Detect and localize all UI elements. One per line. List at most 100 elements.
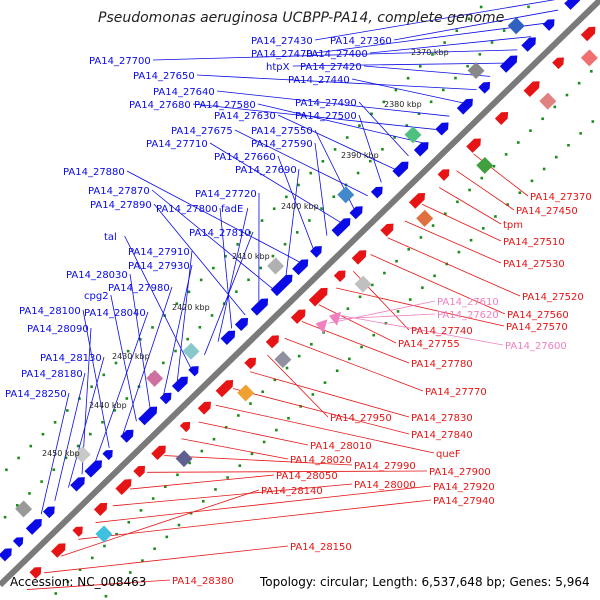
gc-dot [126, 349, 130, 353]
gc-dot [577, 81, 581, 85]
leader-line [129, 474, 275, 490]
gc-dot [419, 236, 423, 239]
gc-dot [478, 53, 482, 56]
misc-feature-box [237, 384, 255, 402]
misc-feature-box [182, 342, 200, 360]
gc-dot [54, 592, 58, 595]
gc-dot [565, 93, 569, 97]
pink-gene [315, 319, 328, 334]
misc-feature-box [274, 350, 292, 368]
reverse-gene-arrow [197, 401, 211, 415]
gc-dot [127, 520, 131, 524]
gc-dot [542, 167, 546, 171]
left-gene-label: PA14_27550 [251, 126, 313, 137]
leader-line [387, 237, 521, 297]
reverse-gene-arrow [308, 287, 328, 307]
left-gene-label: PA14_27640 [153, 87, 215, 98]
gc-dot [222, 302, 226, 305]
reverse-gene-arrow [466, 138, 481, 153]
left-gene-label: tal [104, 232, 117, 243]
reverse-gene-arrow [552, 57, 564, 70]
gc-dot [358, 295, 362, 299]
gc-dot [406, 76, 410, 80]
gc-dot [151, 497, 155, 500]
pink-gene [329, 311, 342, 326]
gc-dot [262, 440, 266, 444]
misc-feature-box [539, 92, 557, 110]
gc-dot [224, 254, 227, 258]
left-gene-label: PA14_28030 [66, 270, 128, 281]
pink-gene-label: PA14_27600 [505, 341, 567, 352]
forward-gene-arrow [413, 142, 429, 157]
forward-gene-arrow [499, 55, 518, 73]
gc-dot [189, 511, 193, 515]
gc-dot [308, 219, 311, 222]
left-gene-label: PA14_27700 [89, 56, 151, 67]
gc-dot [408, 298, 412, 301]
leader-line [318, 304, 397, 344]
forward-gene-arrow [435, 122, 449, 136]
reverse-gene-arrow [244, 357, 257, 370]
reverse-gene-arrow [333, 270, 346, 283]
gc-dot [104, 594, 108, 598]
gc-dot [272, 207, 276, 211]
reverse-gene-arrow [72, 526, 83, 537]
gc-dot [454, 76, 457, 80]
gc-dot [384, 321, 388, 325]
right-gene-label: PA14_27990 [354, 461, 416, 472]
leader-line [61, 489, 260, 557]
leader-line [68, 356, 105, 488]
gc-dot [151, 326, 154, 329]
gc-dot [53, 421, 57, 424]
reverse-gene-arrow [133, 465, 146, 478]
gc-dot [530, 179, 534, 183]
gc-dot [396, 310, 400, 313]
right-gene-label: PA14_27520 [522, 292, 584, 303]
forward-gene-arrow [220, 330, 236, 345]
leader-line [112, 483, 353, 507]
leader-line [129, 273, 151, 409]
right-gene-label: PA14_27780 [411, 359, 473, 370]
gc-dot [212, 437, 216, 441]
left-gene-label: PA14_27675 [171, 126, 233, 137]
misc-feature-box [175, 450, 193, 468]
leader-line [257, 103, 423, 144]
gc-dot [52, 468, 56, 472]
forward-gene-arrow [188, 366, 199, 377]
right-gene-label: PA14_27510 [503, 237, 565, 248]
gc-dot [480, 176, 484, 180]
gc-dot [311, 393, 315, 396]
gc-dot [295, 231, 299, 234]
forward-gene-arrow [138, 406, 158, 426]
forward-gene-arrow [564, 0, 580, 10]
left-gene-label: PA14_27810 [189, 228, 251, 239]
leader-line [277, 114, 396, 170]
reverse-gene-arrow [351, 250, 367, 265]
right-gene-label: PA14_28380 [172, 576, 234, 587]
gc-dot [285, 195, 288, 199]
gc-dot [441, 88, 445, 92]
gc-dot [443, 41, 446, 44]
gc-dot [116, 583, 120, 586]
gc-dot [176, 473, 179, 477]
left-gene-label: PA14_27360 [330, 36, 392, 47]
misc-feature-box [267, 257, 285, 275]
gc-dot [40, 480, 43, 483]
leader-line [164, 455, 353, 466]
right-gene-label: PA14_27755 [398, 339, 460, 350]
reverse-gene-arrow [523, 81, 540, 98]
leader-line [369, 36, 531, 54]
forward-gene-arrow [12, 537, 24, 548]
gc-dot [248, 231, 252, 234]
gc-dot [101, 420, 104, 424]
leader-line [250, 371, 410, 418]
leader-line [232, 388, 410, 435]
gc-dot [370, 283, 374, 287]
ruler-label: 2420 kbp [172, 303, 210, 312]
gc-dot [345, 136, 349, 139]
right-gene-label: PA14_27770 [425, 387, 487, 398]
leader-line [54, 372, 86, 501]
ruler-label: 2440 kbp [89, 401, 127, 410]
leader-line [126, 170, 300, 263]
